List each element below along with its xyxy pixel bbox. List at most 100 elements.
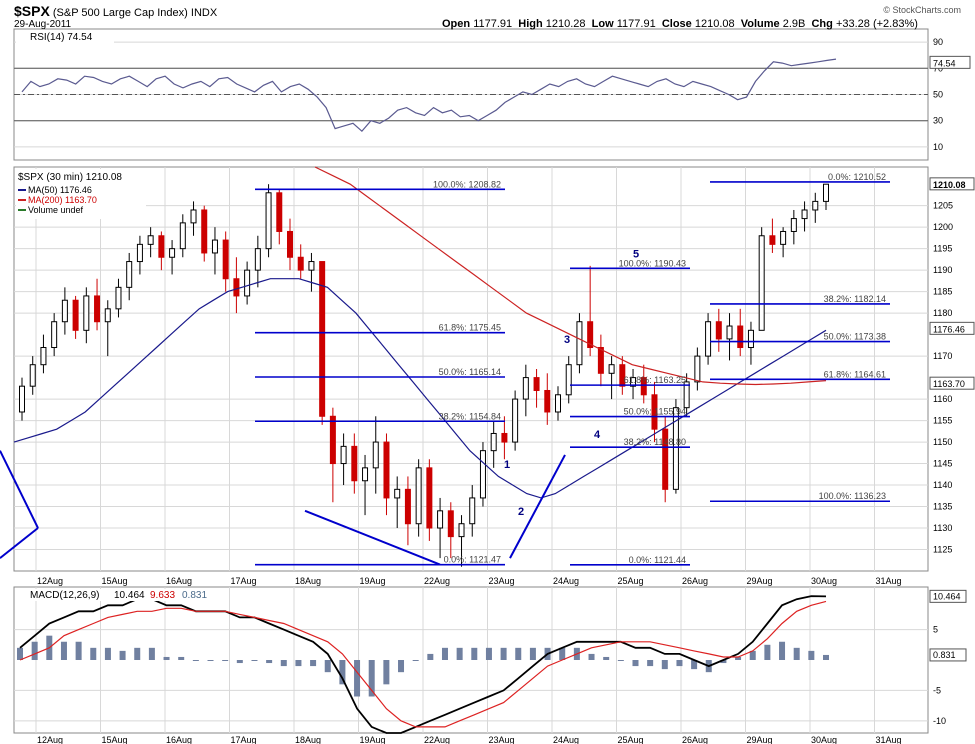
candle-body	[222, 239, 229, 280]
macd-legend-bg	[16, 589, 216, 601]
macd-histogram-bar	[398, 660, 405, 673]
macd-x-label: 18Aug	[295, 735, 321, 744]
candle-body	[244, 269, 251, 297]
price-legend-label: MA(200) 1163.70	[28, 195, 97, 205]
candle-body	[458, 523, 465, 538]
candle-body	[72, 299, 79, 331]
candle-body	[479, 450, 486, 499]
fib-level-label: 38.2%: 1182.14	[824, 294, 886, 304]
trend-line	[0, 527, 39, 559]
candle-body	[501, 432, 508, 443]
fib-level-label: 0.0%: 1121.47	[444, 555, 501, 565]
macd-histogram-bar	[75, 641, 82, 660]
macd-histogram-bar	[647, 660, 654, 667]
rsi-tick-label: 90	[933, 37, 943, 47]
rsi-tick-label: 10	[933, 142, 943, 152]
candle-body	[340, 445, 347, 465]
candle-body	[812, 200, 819, 211]
candle-body	[619, 364, 626, 387]
candle-body	[469, 497, 476, 525]
candle-body	[362, 467, 369, 482]
macd-histogram-bar	[764, 644, 771, 660]
trend-line	[304, 509, 441, 566]
price-x-label: 18Aug	[295, 576, 321, 586]
macd-histogram-bar	[17, 647, 23, 660]
macd-histogram-bar	[808, 650, 815, 660]
fib-level-label: 100.0%: 1208.82	[433, 179, 501, 189]
macd-x-label: 16Aug	[166, 735, 192, 744]
close-value: 1210.08	[694, 18, 735, 30]
macd-x-label: 17Aug	[230, 735, 256, 744]
price-x-label: 12Aug	[37, 576, 63, 586]
candle-body	[801, 209, 808, 220]
ma50-line	[13, 278, 827, 499]
candle-body	[233, 278, 240, 297]
macd-histogram-bar	[720, 660, 727, 664]
candle-body	[297, 256, 304, 271]
candle-body	[394, 488, 401, 499]
candle-body	[726, 325, 733, 340]
macd-histogram-bar	[412, 660, 419, 661]
candle-body	[651, 394, 658, 430]
rsi-tick-label: 50	[933, 90, 943, 100]
price-x-label: 30Aug	[811, 576, 837, 586]
price-x-label: 23Aug	[488, 576, 514, 586]
candle-body	[490, 432, 497, 452]
candle-body	[662, 428, 669, 490]
candle-body	[565, 364, 572, 396]
macd-title: MACD(12,26,9)	[30, 590, 99, 601]
candle-body	[747, 329, 754, 349]
macd-histogram-bar	[236, 660, 243, 664]
trend-line	[0, 450, 39, 529]
macd-histogram-bar	[456, 647, 463, 660]
macd-histogram-bar	[427, 653, 434, 660]
fib-level-label: 38.2%: 1148.80	[624, 437, 686, 447]
price-legend-label: Volume undef	[28, 205, 84, 215]
price-value-box	[929, 177, 975, 191]
price-x-label: 22Aug	[424, 576, 450, 586]
candle-body	[19, 385, 25, 413]
macd-histogram-bar	[310, 660, 317, 667]
candle-body	[276, 192, 283, 232]
candle-body	[115, 286, 122, 310]
price-legend-bg	[16, 169, 146, 219]
macd-histogram-bar	[471, 647, 478, 660]
price-tick-label: 1200	[933, 222, 953, 232]
wave-label: 2	[518, 506, 524, 518]
candle-body	[780, 230, 787, 245]
macd-histogram-bar	[295, 660, 302, 667]
price-tick-label: 1205	[933, 201, 953, 211]
candle-body	[40, 347, 47, 366]
candle-body	[287, 230, 293, 258]
macd-histogram-bar	[661, 660, 668, 670]
candle-body	[372, 441, 379, 469]
price-tick-label: 1135	[933, 502, 952, 512]
candle-body	[426, 467, 433, 529]
macd-histogram-bar	[134, 647, 141, 660]
macd-histogram-bar	[529, 647, 536, 660]
candle-body	[415, 467, 422, 525]
candle-body	[61, 299, 68, 323]
macd-histogram-bar	[60, 641, 67, 660]
candle-body	[158, 235, 165, 258]
candle-body	[29, 364, 36, 387]
macd-value-box	[929, 589, 967, 603]
macd-value-hist: 0.831	[182, 590, 207, 601]
candle-body	[640, 377, 647, 396]
candle-body	[147, 235, 154, 245]
price-tick-label: 1150	[933, 437, 952, 447]
macd-x-label: 30Aug	[811, 735, 837, 744]
rsi-last-box	[929, 55, 971, 69]
macd-histogram-bar	[603, 656, 610, 660]
macd-histogram-bar	[178, 656, 185, 660]
macd-x-label: 15Aug	[101, 735, 127, 744]
macd-tick-label: -5	[933, 685, 941, 695]
macd-x-label: 22Aug	[424, 735, 450, 744]
chart-date: 29-Aug-2011	[14, 19, 72, 30]
wave-label: 3	[564, 334, 570, 346]
wave-label: 4	[594, 429, 601, 441]
exchange: INDX	[190, 7, 218, 19]
price-tick-label: 1163.70	[933, 379, 965, 389]
high-value: 1210.28	[545, 18, 586, 30]
